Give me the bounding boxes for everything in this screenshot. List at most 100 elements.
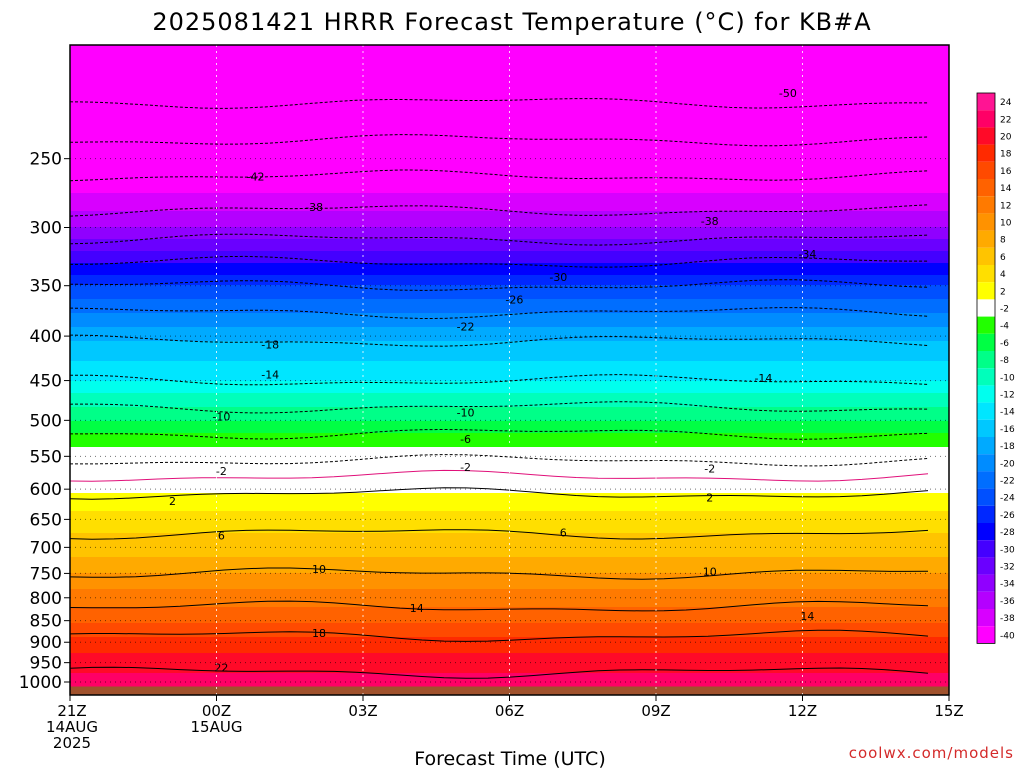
temperature-band (70, 485, 949, 488)
colorbar-swatch (977, 127, 995, 145)
colorbar-swatch (977, 609, 995, 627)
temperature-band (70, 149, 949, 152)
x-tick-label: 14AUG (46, 718, 98, 736)
chart-title: 2025081421 HRRR Forecast Temperature (°C… (152, 8, 871, 36)
colorbar-swatch (977, 574, 995, 592)
temperature-band (70, 275, 949, 278)
contour-label: -42 (247, 170, 265, 183)
temperature-band (70, 635, 949, 638)
temperature-band (70, 157, 949, 160)
ground-terrain (70, 686, 949, 695)
temperature-band (70, 425, 949, 428)
isotherm-line (70, 666, 929, 679)
temperature-band (70, 371, 949, 374)
temperature-band (70, 199, 949, 202)
temperature-band (70, 625, 949, 628)
colorbar-label: 18 (1000, 150, 1012, 160)
temperature-band (70, 517, 949, 520)
temperature-band (70, 373, 949, 376)
temperature-band (70, 617, 949, 620)
temperature-band (70, 263, 949, 266)
temperature-band (70, 623, 949, 626)
contour-label: -2 (216, 465, 227, 478)
temperature-band (70, 265, 949, 268)
temperature-band (70, 493, 949, 496)
temperature-band (70, 193, 949, 196)
temperature-band (70, 479, 949, 482)
temperature-band (70, 349, 949, 352)
colorbar-label: -26 (1000, 511, 1015, 521)
temperature-band (70, 595, 949, 598)
temperature-band (70, 131, 949, 134)
temperature-band (70, 503, 949, 506)
temperature-band (70, 85, 949, 88)
colorbar-label: -14 (1000, 408, 1015, 418)
colorbar-swatch (977, 265, 995, 283)
isotherm-line (70, 204, 929, 217)
temperature-band (70, 163, 949, 166)
colorbar-label: 24 (1000, 98, 1012, 108)
temperature-band (70, 613, 949, 616)
temperature-band (70, 295, 949, 298)
temperature-band (70, 611, 949, 614)
isotherm-line (70, 401, 929, 414)
temperature-band (70, 107, 949, 110)
colorbar-label: -18 (1000, 442, 1015, 452)
temperature-band (70, 251, 949, 254)
contour-label: 22 (214, 661, 228, 674)
contour-label: 2 (706, 491, 713, 504)
colorbar-label: -22 (1000, 477, 1015, 487)
temperature-band (70, 583, 949, 586)
colorbar-swatch (977, 385, 995, 403)
temperature-band (70, 637, 949, 640)
y-tick-label: 300 (30, 218, 62, 238)
temperature-band (70, 217, 949, 220)
x-tick-label: 03Z (348, 702, 377, 720)
temperature-band (70, 401, 949, 404)
temperature-band (70, 377, 949, 380)
colorbar-label: 8 (1000, 236, 1006, 246)
temperature-band (70, 491, 949, 494)
colorbar-label: -10 (1000, 373, 1015, 383)
temperature-band (70, 415, 949, 418)
colorbar-label: -24 (1000, 494, 1015, 504)
temperature-band (70, 59, 949, 62)
x-tick-label: 09Z (641, 702, 670, 720)
temperature-band (70, 535, 949, 538)
isotherm-line (70, 428, 929, 440)
y-tick-label: 1000 (19, 673, 62, 693)
temperature-band (70, 419, 949, 422)
temperature-band (70, 283, 949, 286)
credit-link[interactable]: coolwx.com/models (849, 744, 1014, 762)
temperature-band (70, 67, 949, 70)
temperature-band (70, 679, 949, 682)
temperature-band (70, 581, 949, 584)
temperature-band (70, 335, 949, 338)
temperature-band (70, 121, 949, 124)
temperature-band (70, 299, 949, 302)
temperature-band (70, 643, 949, 646)
colorbar-label: -12 (1000, 391, 1015, 401)
temperature-band (70, 271, 949, 274)
x-axis-label: Forecast Time (UTC) (414, 748, 605, 768)
temperature-band (70, 259, 949, 262)
temperature-band (70, 221, 949, 224)
temperature-band (70, 631, 949, 634)
colorbar-swatch (977, 144, 995, 162)
temperature-band (70, 167, 949, 170)
contour-label: 18 (312, 627, 326, 640)
colorbar-swatch (977, 591, 995, 609)
temperature-band (70, 47, 949, 50)
temperature-band (70, 301, 949, 304)
temperature-band (70, 317, 949, 320)
x-tick-label: 00Z (202, 702, 231, 720)
temperature-band (70, 367, 949, 370)
isotherm-line (70, 529, 929, 540)
colorbar-label: -28 (1000, 528, 1015, 538)
temperature-band (70, 253, 949, 256)
colorbar-label: -32 (1000, 563, 1015, 573)
temperature-band (70, 53, 949, 56)
colorbar-swatch (977, 299, 995, 317)
y-tick-label: 950 (30, 654, 62, 674)
temperature-band (70, 421, 949, 424)
